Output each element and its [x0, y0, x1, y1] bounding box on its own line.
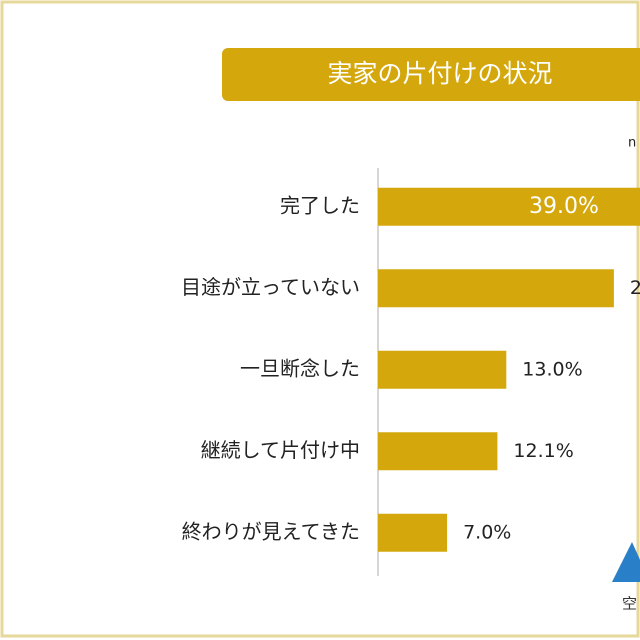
- category-label: 目途が立っていない: [181, 275, 360, 299]
- bar: [378, 513, 448, 552]
- value-label: 13.0%: [522, 358, 582, 380]
- value-label: 23.9%: [630, 277, 640, 299]
- value-label: 39.0%: [529, 194, 599, 219]
- value-label: 7.0%: [463, 521, 511, 543]
- category-label: 継続して片付け中: [201, 438, 360, 462]
- bar: [378, 187, 640, 226]
- category-label: 完了した: [280, 193, 360, 217]
- category-label: 一旦断念した: [240, 356, 360, 380]
- bar: [378, 432, 498, 471]
- title-box: [222, 48, 640, 101]
- value-label: 12.1%: [513, 440, 573, 462]
- logo-mark: [612, 542, 640, 582]
- chart-title: 実家の片付けの状況: [327, 59, 552, 88]
- note: n: [628, 136, 636, 151]
- category-label: 終わりが見えてきた: [182, 519, 360, 543]
- bar: [378, 269, 614, 308]
- bar: [378, 350, 507, 389]
- logo-text: 空: [622, 595, 637, 613]
